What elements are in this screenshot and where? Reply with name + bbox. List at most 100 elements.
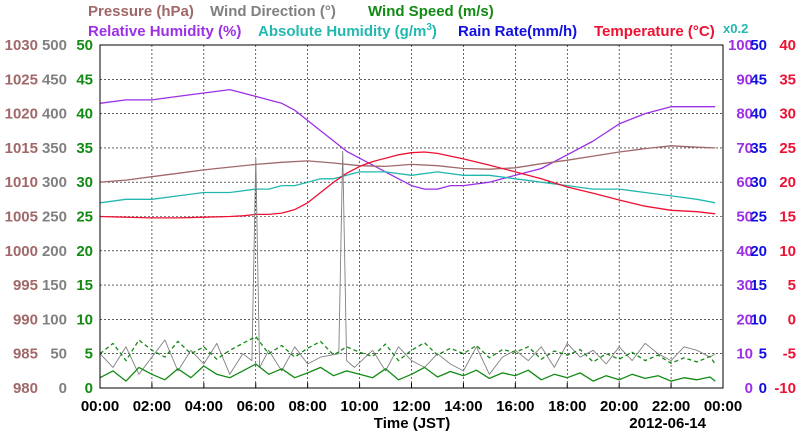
relative_humidity-tick: 10 bbox=[736, 346, 753, 363]
x-tick-label: 08:00 bbox=[288, 398, 326, 415]
pressure-tick: 1010 bbox=[5, 174, 38, 191]
temperature-tick: 10 bbox=[779, 243, 796, 260]
series-line bbox=[99, 88, 716, 190]
right-axes: 1009080706050403020100504540353025201510… bbox=[728, 37, 796, 397]
wind_speed-tick: 0 bbox=[85, 380, 93, 397]
wind_speed-tick: 40 bbox=[76, 106, 93, 123]
chart-legend: Pressure (hPa) Wind Direction (°) Wind Spe… bbox=[88, 3, 748, 40]
x-tick-label: 10:00 bbox=[340, 398, 378, 415]
rain_rate-tick: 45 bbox=[750, 71, 767, 88]
rain_rate-tick: 35 bbox=[750, 140, 767, 157]
legend-rain_rate: Rain Rate(mm/h) bbox=[458, 23, 577, 40]
rain_rate-tick: 10 bbox=[750, 311, 767, 328]
legend-relative_humidity: Relative Humidity (%) bbox=[88, 23, 241, 40]
relative_humidity-tick: 40 bbox=[736, 243, 753, 260]
wind_speed-tick: 25 bbox=[76, 209, 93, 226]
pressure-tick: 1005 bbox=[5, 209, 38, 226]
x-tick-label: 22:00 bbox=[652, 398, 690, 415]
wind_direction-tick: 500 bbox=[42, 37, 67, 54]
rain_rate-tick: 50 bbox=[750, 37, 767, 54]
wind_direction-tick: 400 bbox=[42, 106, 67, 123]
temperature-tick: 30 bbox=[779, 106, 796, 123]
rain_rate-tick: 30 bbox=[750, 174, 767, 191]
legend-temperature: Temperature (°C) bbox=[594, 23, 715, 40]
x-tick-label: 02:00 bbox=[133, 398, 171, 415]
left-axes: 1030102510201015101010051000995990985980… bbox=[5, 37, 93, 397]
temperature-tick: -5 bbox=[783, 346, 796, 363]
wind_direction-tick: 0 bbox=[59, 380, 67, 397]
x-tick-label: 12:00 bbox=[392, 398, 430, 415]
temperature-tick: 5 bbox=[788, 277, 796, 294]
series-line bbox=[99, 151, 716, 219]
wind_direction-tick: 450 bbox=[42, 71, 67, 88]
pressure-tick: 1025 bbox=[5, 71, 38, 88]
x-tick-label: 00:00 bbox=[81, 398, 119, 415]
wind_speed-tick: 20 bbox=[76, 243, 93, 260]
x-tick-label: 04:00 bbox=[185, 398, 223, 415]
legend-pressure: Pressure (hPa) bbox=[88, 3, 194, 20]
rain_rate-tick: 0 bbox=[759, 380, 767, 397]
temperature-tick: 40 bbox=[779, 37, 796, 54]
rain_rate-tick: 20 bbox=[750, 243, 767, 260]
wind_speed-tick: 15 bbox=[76, 277, 93, 294]
wind_direction-tick: 100 bbox=[42, 311, 67, 328]
pressure-tick: 1000 bbox=[5, 243, 38, 260]
pressure-tick: 1020 bbox=[5, 106, 38, 123]
wind_speed-tick: 5 bbox=[85, 346, 93, 363]
wind_direction-tick: 200 bbox=[42, 243, 67, 260]
legend-abs-humidity-factor: x0.2 bbox=[723, 21, 748, 36]
temperature-tick: 25 bbox=[779, 140, 796, 157]
rain_rate-tick: 15 bbox=[750, 277, 767, 294]
chart-date: 2012-06-14 bbox=[629, 415, 706, 432]
relative_humidity-tick: 80 bbox=[736, 106, 753, 123]
rain_rate-tick: 5 bbox=[759, 346, 767, 363]
temperature-tick: 0 bbox=[788, 311, 796, 328]
temperature-tick: 15 bbox=[779, 209, 796, 226]
pressure-tick: 985 bbox=[13, 346, 38, 363]
wind_direction-tick: 150 bbox=[42, 277, 67, 294]
temperature-tick: 35 bbox=[779, 71, 796, 88]
x-tick-label: 16:00 bbox=[496, 398, 534, 415]
relative_humidity-tick: 0 bbox=[745, 380, 753, 397]
x-axis: 00:00 02:00 04:00 06:00 08:00 10:00 12:00 14:00… bbox=[81, 383, 742, 432]
x-tick-label: 00:00 bbox=[704, 398, 742, 415]
x-tick-label: 20:00 bbox=[600, 398, 638, 415]
pressure-tick: 995 bbox=[13, 277, 38, 294]
series-line bbox=[99, 171, 716, 204]
series-line bbox=[99, 150, 716, 375]
wind_speed-tick: 30 bbox=[76, 174, 93, 191]
pressure-tick: 990 bbox=[13, 311, 38, 328]
pressure-tick: 1015 bbox=[5, 140, 38, 157]
relative_humidity-tick: 20 bbox=[736, 311, 753, 328]
relative_humidity-tick: 100 bbox=[728, 37, 753, 54]
chart-series bbox=[99, 88, 716, 382]
wind_speed-tick: 45 bbox=[76, 71, 93, 88]
temperature-tick: 20 bbox=[779, 174, 796, 191]
wind_direction-tick: 50 bbox=[50, 346, 67, 363]
legend-wind_direction: Wind Direction (°) bbox=[210, 3, 336, 20]
wind_direction-tick: 300 bbox=[42, 174, 67, 191]
wind_direction-tick: 250 bbox=[42, 209, 67, 226]
wind_direction-tick: 350 bbox=[42, 140, 67, 157]
rain_rate-tick: 25 bbox=[750, 209, 767, 226]
relative_humidity-tick: 70 bbox=[736, 140, 753, 157]
legend-wind_speed: Wind Speed (m/s) bbox=[368, 3, 494, 20]
series-line bbox=[99, 363, 716, 382]
chart-grid bbox=[100, 45, 723, 388]
relative_humidity-tick: 90 bbox=[736, 71, 753, 88]
x-tick-label: 06:00 bbox=[237, 398, 275, 415]
wind_speed-tick: 50 bbox=[76, 37, 93, 54]
relative_humidity-tick: 60 bbox=[736, 174, 753, 191]
legend-absolute_humidity: Absolute Humidity (g/m3) bbox=[258, 22, 437, 40]
x-tick-label: 14:00 bbox=[444, 398, 482, 415]
relative_humidity-tick: 50 bbox=[736, 209, 753, 226]
x-axis-title: Time (JST) bbox=[374, 415, 450, 432]
temperature-tick: -10 bbox=[774, 380, 796, 397]
wind_speed-tick: 10 bbox=[76, 311, 93, 328]
pressure-tick: 980 bbox=[13, 380, 38, 397]
x-tick-label: 18:00 bbox=[548, 398, 586, 415]
rain_rate-tick: 40 bbox=[750, 106, 767, 123]
series-line bbox=[99, 145, 716, 183]
wind_speed-tick: 35 bbox=[76, 140, 93, 157]
